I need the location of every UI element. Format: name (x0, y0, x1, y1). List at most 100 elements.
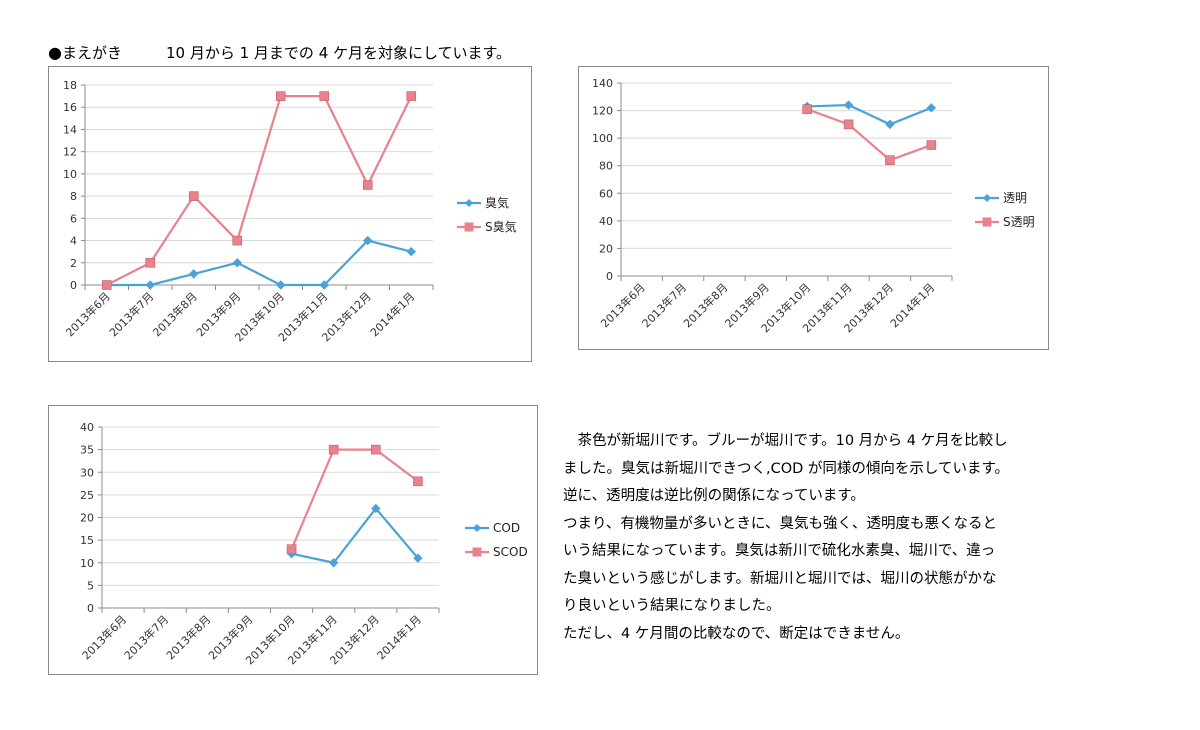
data-point (101, 280, 112, 290)
data-point (328, 444, 339, 455)
legend-marker (464, 222, 474, 232)
body-line: いう結果になっています。臭気は新川で硫化水素臭、堀川で、違っ (563, 543, 996, 559)
y-tick-label: 14 (63, 123, 77, 136)
heading-bullet: ● (48, 43, 62, 62)
cod-chart: 0 5 10 15 20 25 30 35 40 2013年6月 2013年7月 2013年8月 201… (48, 405, 538, 675)
data-point (363, 235, 373, 246)
data-point (843, 100, 854, 110)
data-point (232, 258, 242, 268)
data-point (406, 91, 417, 101)
y-tick-label: 10 (63, 168, 77, 181)
x-tick-label: 2013年6月 (63, 289, 113, 339)
series-line (807, 103, 932, 126)
series-line (106, 95, 413, 286)
data-point (406, 246, 416, 257)
legend-label: 透明 (1003, 191, 1027, 205)
data-point (276, 280, 286, 290)
odor-chart: 0 2 4 6 8 10 12 14 16 18 2013年6月 2013年7月 2013年8月 2013… (48, 66, 532, 362)
y-tick-label: 6 (70, 212, 77, 225)
data-point (286, 544, 297, 554)
body-line: ました。臭気は新堀川できつく,COD が同様の傾向を示しています。 (563, 460, 1010, 477)
legend-label: COD (493, 521, 520, 535)
y-tick-label: 0 (606, 270, 613, 283)
y-tick-label: 25 (80, 489, 94, 502)
y-tick-label: 12 (63, 146, 77, 159)
y-tick-label: 60 (599, 187, 613, 200)
series-line (806, 108, 932, 162)
x-tick-label: 2013年8月 (150, 289, 200, 339)
x-tick-label: 2013年8月 (163, 612, 213, 662)
y-tick-label: 0 (87, 602, 94, 615)
legend-marker (473, 524, 481, 532)
legend-label: S透明 (1003, 215, 1035, 229)
x-tick-label: 2013年7月 (121, 612, 171, 662)
x-tick-label: 2014年1月 (374, 612, 424, 662)
y-tick-label: 120 (592, 105, 613, 118)
series-line (106, 239, 412, 287)
body-line: 茶色が新堀川です。ブルーが堀川です。10 月から 4 ケ月を比較し (563, 433, 1008, 449)
data-point (413, 553, 423, 563)
y-tick-label: 80 (599, 160, 613, 173)
data-point (319, 280, 329, 290)
legend-label: 臭気 (485, 195, 509, 210)
data-point (371, 444, 381, 455)
body-line: 逆に、透明度は逆比例の関係になっています。 (563, 488, 865, 504)
data-point (371, 503, 381, 514)
data-point (319, 91, 330, 101)
x-tick-label: 2014年1月 (367, 289, 417, 339)
heading-title: まえがき (61, 44, 122, 62)
data-point (885, 155, 895, 165)
data-point (232, 235, 243, 246)
y-tick-label: 40 (599, 215, 613, 228)
data-point (188, 191, 199, 201)
data-point (843, 119, 854, 130)
data-point (328, 558, 339, 568)
legend-marker (465, 199, 473, 207)
y-tick-label: 40 (80, 421, 94, 434)
y-tick-label: 16 (63, 101, 77, 114)
y-tick-label: 20 (80, 512, 94, 525)
y-tick-label: 15 (80, 534, 94, 547)
data-point (802, 104, 812, 114)
body-text: 茶色が新堀川です。ブルーが堀川です。10 月から 4 ケ月を比較し ました。臭気… (563, 428, 1063, 648)
body-line: つまり、有機物量が多いときに、臭気も強く、透明度も悪くなると (563, 515, 997, 532)
data-point (926, 103, 937, 113)
transparency-chart: 0 20 40 60 80 100 120 140 2013年6月 2013年7月 2013年8月 2… (578, 66, 1049, 350)
y-tick-label: 2 (70, 257, 77, 270)
y-tick-label: 5 (87, 579, 94, 592)
y-tick-label: 100 (592, 132, 613, 145)
data-point (145, 280, 155, 290)
y-tick-label: 10 (80, 557, 94, 570)
y-tick-label: 0 (70, 279, 77, 292)
data-point (413, 476, 423, 487)
legend-marker (982, 217, 992, 227)
y-tick-label: 35 (80, 444, 94, 457)
heading-note: 10 月から 1 月までの 4 ケ月を対象にしています。 (165, 44, 512, 62)
y-tick-label: 140 (592, 77, 613, 90)
x-tick-label: 2014年1月 (887, 280, 937, 330)
legend-marker (983, 194, 991, 202)
y-tick-label: 4 (70, 235, 77, 248)
chart-svg: 0204060801001201402013年6月2013年7月2013年8月2… (592, 77, 1035, 335)
page-heading: ●まえがき 10 月から 1 月までの 4 ケ月を対象にしています。 (48, 42, 511, 63)
series-line (291, 507, 419, 564)
y-tick-label: 18 (63, 79, 77, 92)
chart-svg: 0246810121416182013年6月2013年7月2013年8月2013… (63, 79, 517, 344)
data-point (885, 119, 895, 130)
body-line: た臭いという感じがします。新堀川と堀川では、堀川の状態がかな (563, 570, 997, 587)
body-line: ただし、4 ケ月間の比較なので、断定はできません。 (563, 625, 910, 642)
data-point (189, 269, 199, 279)
y-tick-label: 30 (80, 466, 94, 479)
y-tick-label: 8 (70, 190, 77, 203)
data-point (275, 91, 286, 101)
body-line: り良いという結果になりました。 (563, 598, 781, 614)
y-tick-label: 20 (599, 242, 613, 255)
x-tick-label: 2013年6月 (79, 612, 129, 662)
legend-label: SCOD (493, 545, 528, 559)
legend-label: S臭気 (485, 219, 517, 234)
series-line (290, 448, 419, 550)
legend-marker (472, 547, 482, 557)
data-point (362, 180, 373, 190)
data-point (926, 140, 937, 150)
